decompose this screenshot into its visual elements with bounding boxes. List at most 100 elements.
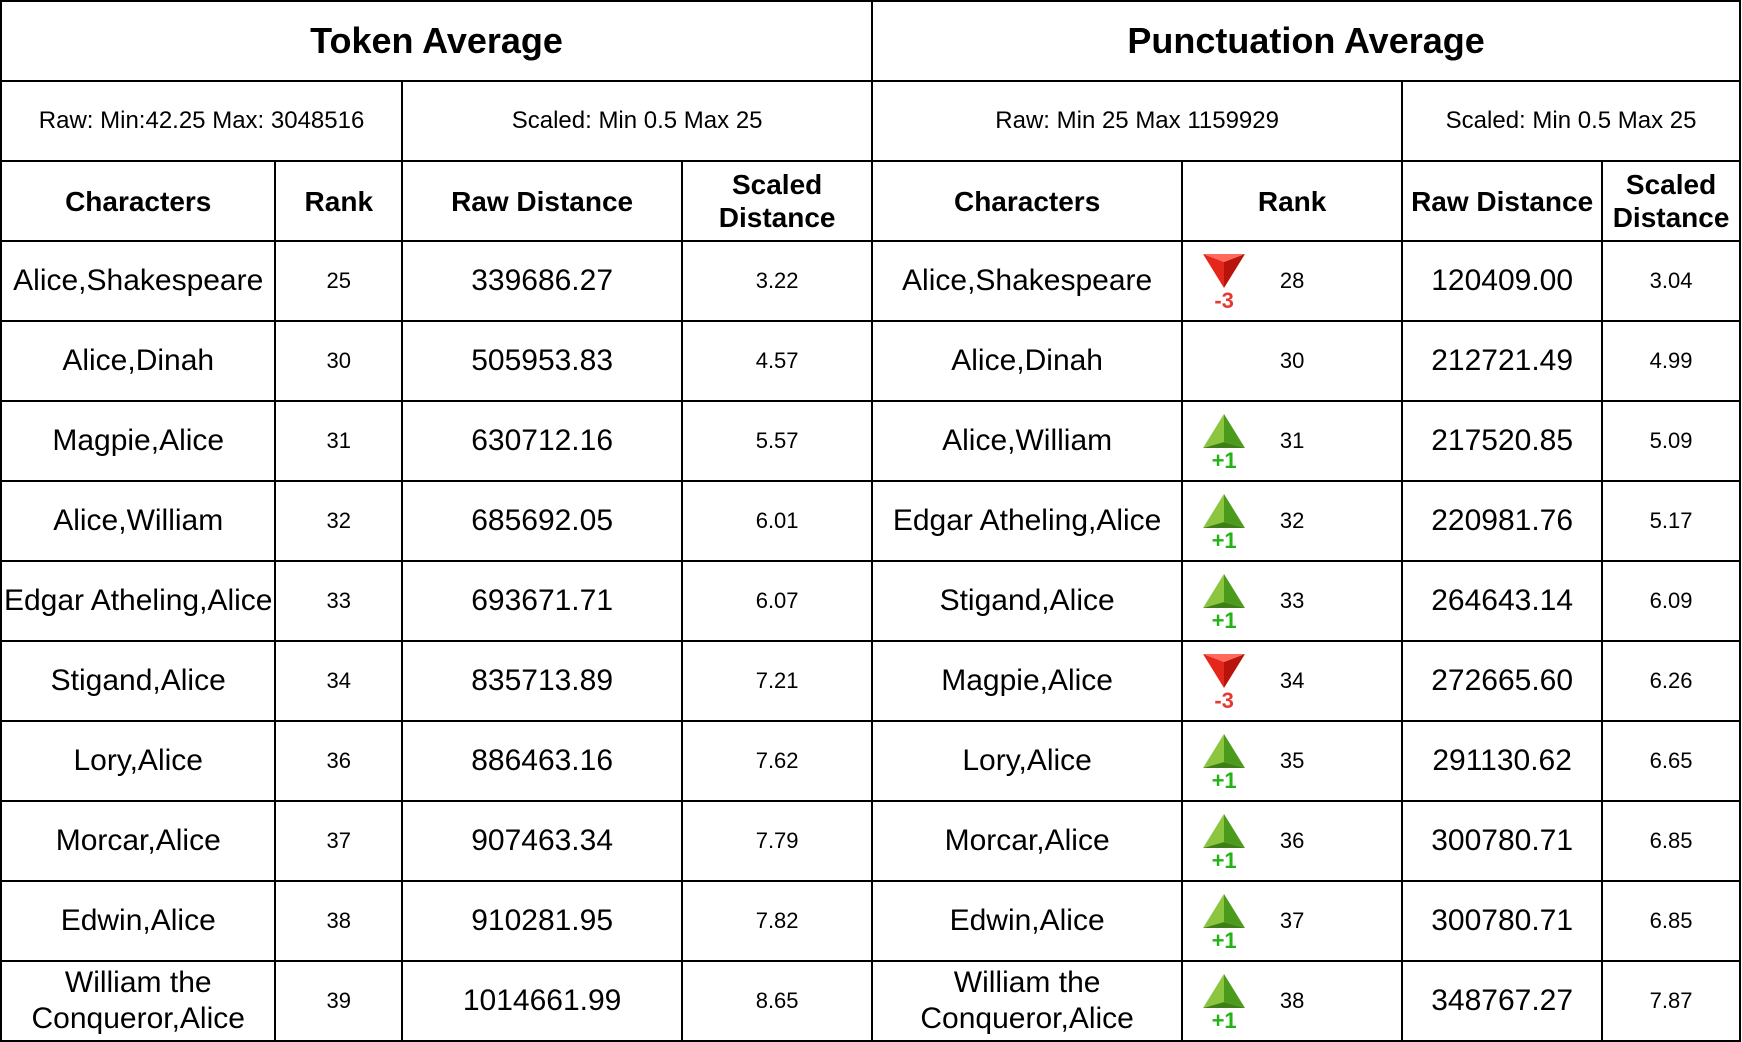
table-row: Morcar,Alice 37 907463.34 7.79 Morcar,Alice +… xyxy=(0,800,1741,882)
token-raw-distance-cell: 835713.89 xyxy=(401,640,684,722)
punctuation-rank-cell: +1 35 xyxy=(1181,720,1404,802)
punctuation-rank-cell: 30 xyxy=(1181,320,1404,402)
rank-change-label: +1 xyxy=(1211,608,1237,633)
punctuation-scaled-distance-cell: 6.26 xyxy=(1601,640,1741,722)
token-raw-distance-cell: 630712.16 xyxy=(401,400,684,482)
token-scaled-distance-cell: 4.57 xyxy=(681,320,874,402)
token-rank-cell: 37 xyxy=(274,800,404,882)
punctuation-scaled-distance-cell: 7.87 xyxy=(1601,960,1741,1042)
triangle-up-icon xyxy=(1203,894,1246,928)
token-scaled-distance-cell: 3.22 xyxy=(681,240,874,322)
punctuation-raw-distance-cell: 300780.71 xyxy=(1401,880,1604,962)
rank-value: 37 xyxy=(1279,908,1305,933)
token-scaled-distance-cell: 7.21 xyxy=(681,640,874,722)
punctuation-rank-cell: -3 28 xyxy=(1181,240,1404,322)
punctuation-rank-cell: +1 33 xyxy=(1181,560,1404,642)
token-scaled-distance-header: Scaled Distance xyxy=(681,160,874,242)
punctuation-characters-cell: Edwin,Alice xyxy=(871,880,1184,962)
token-average-title: Token Average xyxy=(0,0,874,82)
token-rank-cell: 32 xyxy=(274,480,404,562)
punctuation-raw-range: Raw: Min 25 Max 1159929 xyxy=(871,80,1404,162)
punctuation-raw-distance-cell: 220981.76 xyxy=(1401,480,1604,562)
token-scaled-distance-cell: 5.57 xyxy=(681,400,874,482)
triangle-up-icon xyxy=(1203,494,1246,528)
rank-up-indicator: +1 xyxy=(1199,972,1249,1034)
punctuation-raw-distance-cell: 300780.71 xyxy=(1401,800,1604,882)
token-rank-cell: 34 xyxy=(274,640,404,722)
punctuation-characters-cell: Stigand,Alice xyxy=(871,560,1184,642)
table-row: Alice,William 32 685692.05 6.01 Edgar Atheli… xyxy=(0,480,1741,562)
token-raw-distance-cell: 886463.16 xyxy=(401,720,684,802)
token-rank-cell: 36 xyxy=(274,720,404,802)
table-row: Edgar Atheling,Alice 33 693671.71 6.07 Stiga… xyxy=(0,560,1741,642)
rank-change-label: +1 xyxy=(1211,768,1237,793)
punctuation-scaled-distance-cell: 4.99 xyxy=(1601,320,1741,402)
token-rank-cell: 25 xyxy=(274,240,404,322)
table-row: Lory,Alice 36 886463.16 7.62 Lory,Alice +1 35 2… xyxy=(0,720,1741,802)
rank-up-indicator: +1 xyxy=(1199,572,1249,634)
token-raw-distance-header: Raw Distance xyxy=(401,160,684,242)
token-characters-cell: Edgar Atheling,Alice xyxy=(0,560,277,642)
table-row: Stigand,Alice 34 835713.89 7.21 Magpie,Alice… xyxy=(0,640,1741,722)
token-rank-cell: 39 xyxy=(274,960,404,1042)
rank-change-label: +1 xyxy=(1211,848,1237,873)
punctuation-rank-cell: -3 34 xyxy=(1181,640,1404,722)
triangle-up-icon xyxy=(1203,414,1246,448)
punctuation-rank-cell: +1 32 xyxy=(1181,480,1404,562)
punctuation-average-title: Punctuation Average xyxy=(871,0,1741,82)
punctuation-scaled-distance-cell: 6.85 xyxy=(1601,880,1741,962)
rank-value: 31 xyxy=(1279,428,1305,453)
token-characters-cell: Magpie,Alice xyxy=(0,400,277,482)
punctuation-raw-distance-cell: 264643.14 xyxy=(1401,560,1604,642)
token-rank-cell: 38 xyxy=(274,880,404,962)
rank-change-label: +1 xyxy=(1211,928,1237,953)
token-characters-cell: Alice,William xyxy=(0,480,277,562)
rank-value: 32 xyxy=(1279,508,1305,533)
rank-change-label: +1 xyxy=(1211,528,1237,553)
table-row: Magpie,Alice 31 630712.16 5.57 Alice,William… xyxy=(0,400,1741,482)
token-raw-range: Raw: Min:42.25 Max: 3048516 xyxy=(0,80,404,162)
section-title-row: Token Average Punctuation Average xyxy=(0,0,1741,82)
token-rank-cell: 31 xyxy=(274,400,404,482)
table-row: Edwin,Alice 38 910281.95 7.82 Edwin,Alice +1 3… xyxy=(0,880,1741,962)
punctuation-characters-cell: Alice,William xyxy=(871,400,1184,482)
token-raw-distance-cell: 907463.34 xyxy=(401,800,684,882)
rank-value: 33 xyxy=(1279,588,1305,613)
punctuation-characters-cell: Lory,Alice xyxy=(871,720,1184,802)
rank-value: 28 xyxy=(1279,268,1305,293)
punctuation-raw-distance-cell: 348767.27 xyxy=(1401,960,1604,1042)
token-rank-cell: 33 xyxy=(274,560,404,642)
token-scaled-distance-cell: 6.01 xyxy=(681,480,874,562)
token-characters-header: Characters xyxy=(0,160,277,242)
rank-value: 35 xyxy=(1279,748,1305,773)
rank-up-indicator: +1 xyxy=(1199,812,1249,874)
punctuation-scaled-distance-cell: 6.09 xyxy=(1601,560,1741,642)
rank-value: 34 xyxy=(1279,668,1305,693)
token-scaled-distance-cell: 6.07 xyxy=(681,560,874,642)
triangle-down-icon xyxy=(1203,654,1246,688)
token-scaled-distance-cell: 7.79 xyxy=(681,800,874,882)
punctuation-raw-distance-cell: 272665.60 xyxy=(1401,640,1604,722)
rank-up-indicator: +1 xyxy=(1199,732,1249,794)
rank-change-label: +1 xyxy=(1211,1008,1237,1033)
punctuation-scaled-distance-header: Scaled Distance xyxy=(1601,160,1741,242)
range-row: Raw: Min:42.25 Max: 3048516 Scaled: Min … xyxy=(0,80,1741,162)
punctuation-rank-cell: +1 38 xyxy=(1181,960,1404,1042)
triangle-down-icon xyxy=(1203,254,1246,288)
punctuation-raw-distance-cell: 217520.85 xyxy=(1401,400,1604,482)
triangle-up-icon xyxy=(1203,814,1246,848)
punctuation-characters-header: Characters xyxy=(871,160,1184,242)
triangle-up-icon xyxy=(1203,734,1246,768)
rank-value: 36 xyxy=(1279,828,1305,853)
punctuation-scaled-distance-cell: 6.65 xyxy=(1601,720,1741,802)
token-characters-cell: William the Conqueror,Alice xyxy=(0,960,277,1042)
token-characters-cell: Stigand,Alice xyxy=(0,640,277,722)
token-characters-cell: Alice,Dinah xyxy=(0,320,277,402)
token-scaled-range: Scaled: Min 0.5 Max 25 xyxy=(401,80,874,162)
punctuation-scaled-distance-cell: 6.85 xyxy=(1601,800,1741,882)
token-raw-distance-cell: 685692.05 xyxy=(401,480,684,562)
rank-change-label: +1 xyxy=(1211,448,1237,473)
token-characters-cell: Lory,Alice xyxy=(0,720,277,802)
token-raw-distance-cell: 1014661.99 xyxy=(401,960,684,1042)
